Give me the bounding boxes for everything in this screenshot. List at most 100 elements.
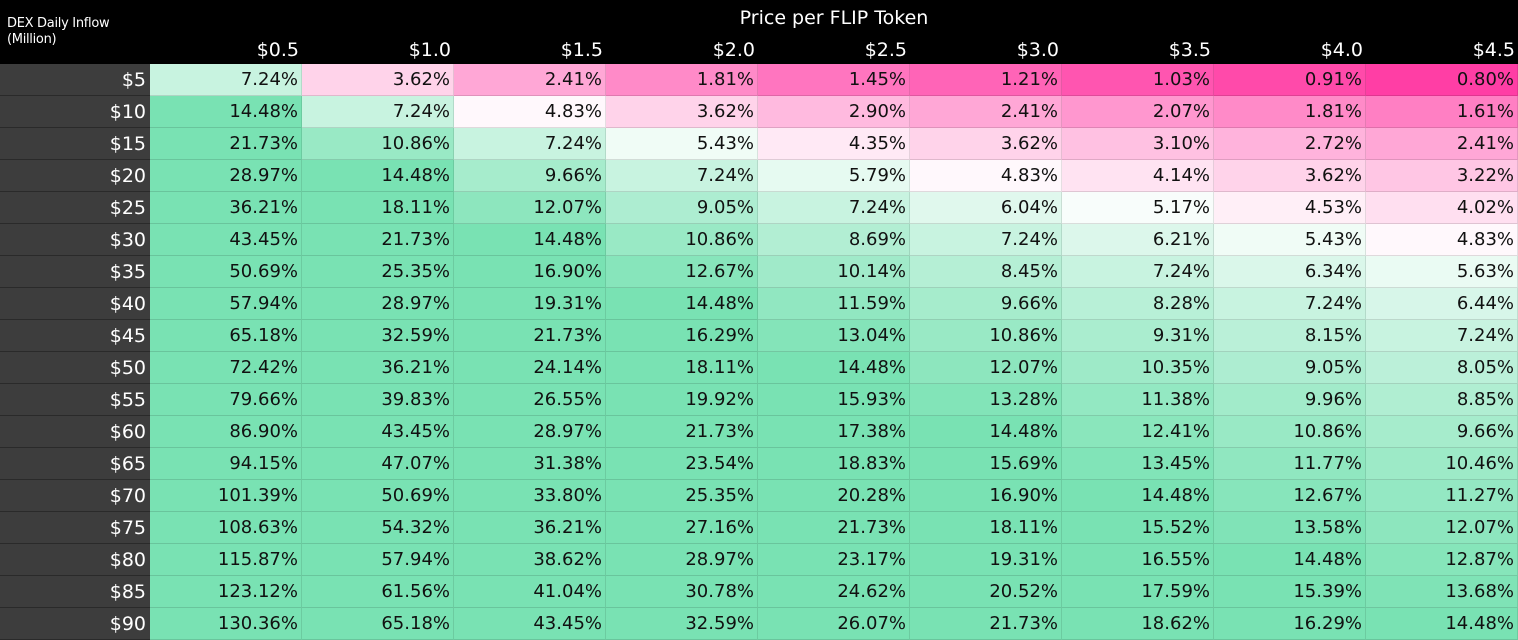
heatmap-cell: 1.81% (606, 64, 758, 96)
heatmap-cell: 7.24% (910, 224, 1062, 256)
heatmap-cell: 94.15% (150, 448, 302, 480)
table-row: $10 14.48% 7.24% 4.83% 3.62% 2.90% 2.41% 2.07% 1… (0, 96, 1518, 128)
heatmap-cell: 15.69% (910, 448, 1062, 480)
row-label: $80 (0, 544, 150, 576)
heatmap-cell: 11.59% (758, 288, 910, 320)
heatmap-cell: 9.31% (1062, 320, 1214, 352)
heatmap-cell: 36.21% (150, 192, 302, 224)
heatmap-cell: 9.96% (1214, 384, 1366, 416)
heatmap-cell: 4.14% (1062, 160, 1214, 192)
heatmap-cell: 8.85% (1366, 384, 1518, 416)
heatmap-cell: 3.62% (606, 96, 758, 128)
heatmap-cell: 14.48% (302, 160, 454, 192)
heatmap-cell: 25.35% (606, 480, 758, 512)
heatmap-cell: 7.24% (302, 96, 454, 128)
heatmap-cell: 28.97% (302, 288, 454, 320)
table-row: $30 43.45% 21.73% 14.48% 10.86% 8.69% 7.24% 6.2… (0, 224, 1518, 256)
column-header: $0.5 (256, 39, 299, 61)
row-label: $10 (0, 96, 150, 128)
heatmap-cell: 6.04% (910, 192, 1062, 224)
column-header: $3.5 (1168, 39, 1211, 61)
heatmap-cell: 28.97% (606, 544, 758, 576)
heatmap-cell: 1.45% (758, 64, 910, 96)
heatmap-cell: 21.73% (910, 608, 1062, 640)
table-row: $20 28.97% 14.48% 9.66% 7.24% 5.79% 4.83% 4.14%… (0, 160, 1518, 192)
heatmap-cell: 19.92% (606, 384, 758, 416)
heatmap-cell: 32.59% (302, 320, 454, 352)
column-header: $2.5 (864, 39, 907, 61)
heatmap-cell: 14.48% (606, 288, 758, 320)
heatmap-cell: 19.31% (454, 288, 606, 320)
table-row: $85 123.12% 61.56% 41.04% 30.78% 24.62% 20.52%… (0, 576, 1518, 608)
heatmap-cell: 5.79% (758, 160, 910, 192)
heatmap-cell: 4.53% (1214, 192, 1366, 224)
heatmap-cell: 30.78% (606, 576, 758, 608)
heatmap-cell: 115.87% (150, 544, 302, 576)
heatmap-cell: 13.04% (758, 320, 910, 352)
heatmap-cell: 5.17% (1062, 192, 1214, 224)
table-row: $65 94.15% 47.07% 31.38% 23.54% 18.83% 15.69% 1… (0, 448, 1518, 480)
heatmap-cell: 8.05% (1366, 352, 1518, 384)
heatmap-cell: 7.24% (1214, 288, 1366, 320)
table-row: $90 130.36% 65.18% 43.45% 32.59% 26.07% 21.73%… (0, 608, 1518, 640)
row-label: $90 (0, 608, 150, 640)
heatmap-cell: 41.04% (454, 576, 606, 608)
table-row: $35 50.69% 25.35% 16.90% 12.67% 10.14% 8.45% 7.… (0, 256, 1518, 288)
heatmap-cell: 15.52% (1062, 512, 1214, 544)
heatmap-cell: 21.73% (606, 416, 758, 448)
heatmap-cell: 20.52% (910, 576, 1062, 608)
heatmap-cell: 0.80% (1366, 64, 1518, 96)
heatmap-cell: 13.68% (1366, 576, 1518, 608)
heatmap-cell: 26.07% (758, 608, 910, 640)
heatmap-cell: 26.55% (454, 384, 606, 416)
heatmap-cell: 65.18% (150, 320, 302, 352)
heatmap-cell: 21.73% (302, 224, 454, 256)
heatmap-cell: 10.35% (1062, 352, 1214, 384)
heatmap-cell: 2.41% (910, 96, 1062, 128)
row-label: $60 (0, 416, 150, 448)
heatmap-cell: 18.62% (1062, 608, 1214, 640)
heatmap-cell: 12.07% (1366, 512, 1518, 544)
heatmap-cell: 14.48% (150, 96, 302, 128)
heatmap-cell: 36.21% (302, 352, 454, 384)
heatmap-cell: 17.38% (758, 416, 910, 448)
column-header: $3.0 (1016, 39, 1059, 61)
heatmap-cell: 6.21% (1062, 224, 1214, 256)
table-row: $40 57.94% 28.97% 19.31% 14.48% 11.59% 9.66% 8.… (0, 288, 1518, 320)
column-header: $1.5 (560, 39, 603, 61)
heatmap-cell: 12.41% (1062, 416, 1214, 448)
heatmap-cell: 12.67% (1214, 480, 1366, 512)
heatmap-cell: 28.97% (150, 160, 302, 192)
heatmap-cell: 11.27% (1366, 480, 1518, 512)
heatmap-cell: 7.24% (1062, 256, 1214, 288)
row-label: $35 (0, 256, 150, 288)
heatmap-cell: 50.69% (302, 480, 454, 512)
heatmap-cell: 54.32% (302, 512, 454, 544)
heatmap-cell: 14.48% (1366, 608, 1518, 640)
heatmap-cell: 8.15% (1214, 320, 1366, 352)
heatmap-cell: 4.83% (454, 96, 606, 128)
heatmap-cell: 9.66% (910, 288, 1062, 320)
heatmap-cell: 3.62% (1214, 160, 1366, 192)
row-label: $40 (0, 288, 150, 320)
row-label: $75 (0, 512, 150, 544)
heatmap-cell: 4.83% (1366, 224, 1518, 256)
heatmap-cell: 16.29% (1214, 608, 1366, 640)
column-header: $2.0 (712, 39, 755, 61)
heatmap-cell: 7.24% (606, 160, 758, 192)
heatmap-cell: 3.62% (910, 128, 1062, 160)
heatmap-cell: 2.90% (758, 96, 910, 128)
heatmap-cell: 4.02% (1366, 192, 1518, 224)
heatmap-cell: 7.24% (454, 128, 606, 160)
heatmap-cell: 11.77% (1214, 448, 1366, 480)
heatmap-cell: 27.16% (606, 512, 758, 544)
heatmap-cell: 2.07% (1062, 96, 1214, 128)
heatmap-cell: 5.63% (1366, 256, 1518, 288)
heatmap-cell: 14.48% (758, 352, 910, 384)
row-label: $70 (0, 480, 150, 512)
heatmap-cell: 4.83% (910, 160, 1062, 192)
heatmap-cell: 6.34% (1214, 256, 1366, 288)
heatmap-cell: 23.17% (758, 544, 910, 576)
heatmap-cell: 14.48% (1214, 544, 1366, 576)
table-row: $5 7.24% 3.62% 2.41% 1.81% 1.45% 1.21% 1.03% 0.9… (0, 64, 1518, 96)
